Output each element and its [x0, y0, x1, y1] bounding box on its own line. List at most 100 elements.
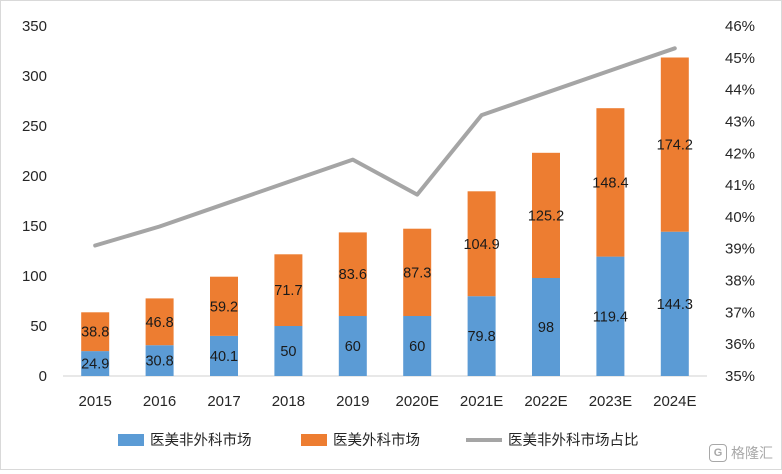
- data-label-nonsurgical: 98: [538, 320, 554, 336]
- data-label-nonsurgical: 119.4: [593, 309, 628, 325]
- bar-surgical: [210, 276, 238, 336]
- right-axis-tick-label: 46%: [725, 18, 755, 35]
- bar-surgical: [81, 312, 110, 352]
- right-axis-ticks: 35% 36% 37% 38% 39% 40% 41% 42% 43% 44% 45% 46%: [725, 18, 755, 385]
- bars-group: [81, 57, 689, 376]
- x-axis-tick-label: 2017: [207, 393, 240, 410]
- data-label-surgical: 148.4: [592, 175, 628, 191]
- data-label-nonsurgical: 40.1: [210, 349, 238, 365]
- left-axis-tick-label: 100: [22, 268, 47, 285]
- x-axis-tick-label: 2022E: [524, 393, 567, 410]
- data-label-nonsurgical: 60: [345, 339, 361, 355]
- line-share: [93, 46, 677, 248]
- watermark-text: 格隆汇: [731, 446, 773, 462]
- left-axis-tick-label: 300: [22, 68, 47, 85]
- bar-surgical: [596, 108, 625, 257]
- x-axis-tick-label: 2015: [79, 393, 112, 410]
- data-label-surgical: 87.3: [403, 265, 431, 281]
- line-point: [415, 193, 419, 197]
- right-axis-tick-label: 45%: [725, 50, 755, 67]
- x-axis-tick-label: 2018: [272, 393, 305, 410]
- legend-label: 医美外科市场: [333, 432, 420, 449]
- left-axis-tick-label: 350: [22, 18, 47, 35]
- share-line-group: [93, 46, 677, 248]
- right-axis-tick-label: 42%: [725, 145, 755, 162]
- right-axis-tick-label: 38%: [725, 273, 755, 290]
- data-label-surgical: 71.7: [274, 283, 302, 299]
- left-axis-tick-label: 50: [30, 318, 47, 335]
- bar-surgical: [660, 57, 689, 232]
- line-point: [93, 244, 97, 248]
- legend-swatch: [301, 434, 327, 446]
- x-axis-tick-label: 2023E: [589, 393, 632, 410]
- x-axis-ticks: 2015 2016 2017 2018 2019 2020E 2021E 2022E 2023E…: [79, 393, 697, 410]
- right-axis-tick-label: 37%: [725, 304, 755, 321]
- line-point: [351, 158, 355, 162]
- left-axis-tick-label: 0: [39, 368, 47, 385]
- data-label-nonsurgical: 60: [409, 339, 425, 355]
- right-axis-tick-label: 36%: [725, 336, 755, 353]
- data-label-nonsurgical: 79.8: [467, 329, 495, 345]
- line-point: [544, 91, 548, 95]
- data-label-nonsurgical: 144.3: [657, 297, 693, 313]
- data-label-surgical: 38.8: [81, 325, 109, 341]
- data-label-nonsurgical: 50: [280, 344, 296, 360]
- x-axis-tick-label: 2024E: [653, 393, 696, 410]
- bar-nonsurgical: [81, 351, 110, 376]
- bar-surgical: [403, 228, 432, 316]
- right-axis-tick-label: 39%: [725, 241, 755, 258]
- bar-surgical: [145, 298, 174, 346]
- data-label-surgical: 125.2: [528, 208, 564, 224]
- legend-swatch: [118, 434, 144, 446]
- legend-item-share: 医美非外科市场占比: [466, 432, 639, 449]
- bar-nonsurgical: [596, 256, 625, 376]
- data-label-surgical: 83.6: [339, 267, 367, 283]
- left-axis-tick-label: 200: [22, 168, 47, 185]
- line-point: [158, 224, 162, 228]
- bar-nonsurgical: [274, 326, 303, 376]
- data-label-nonsurgical: 24.9: [81, 357, 109, 373]
- data-label-surgical: 104.9: [463, 237, 499, 253]
- bar-nonsurgical: [467, 296, 496, 376]
- right-axis-tick-label: 41%: [725, 177, 755, 194]
- bar-surgical: [274, 254, 303, 326]
- line-point: [480, 113, 484, 117]
- data-label-surgical: 46.8: [145, 315, 173, 331]
- right-axis-tick-label: 43%: [725, 113, 755, 130]
- bar-nonsurgical: [145, 345, 174, 376]
- bar-surgical: [338, 232, 367, 316]
- left-axis-tick-label: 250: [22, 118, 47, 135]
- legend-item-nonsurgical: 医美非外科市场: [118, 432, 252, 449]
- bar-nonsurgical: [338, 316, 367, 376]
- x-axis-tick-label: 2020E: [396, 393, 439, 410]
- data-label-surgical: 174.2: [657, 138, 693, 154]
- right-axis-tick-label: 35%: [725, 368, 755, 385]
- legend-label: 医美非外科市场: [150, 432, 252, 449]
- x-axis-tick-label: 2016: [143, 393, 176, 410]
- left-axis-ticks: 0 50 100 150 200 250 300 350: [22, 18, 47, 385]
- line-point: [222, 202, 226, 206]
- data-labels-group: 24.9 38.8 30.8 46.8 40.1 59.2 50 71.7 60 83.6 60 87…: [81, 138, 693, 373]
- data-label-surgical: 59.2: [210, 299, 238, 315]
- right-axis-tick-label: 40%: [725, 209, 755, 226]
- legend-label: 医美非外科市场占比: [508, 432, 639, 449]
- x-axis-tick-label: 2019: [336, 393, 369, 410]
- watermark: G 格隆汇: [709, 443, 773, 463]
- watermark-logo-icon: G: [709, 444, 727, 462]
- left-axis-tick-label: 150: [22, 218, 47, 235]
- line-point: [286, 180, 290, 184]
- data-label-nonsurgical: 30.8: [145, 354, 173, 370]
- legend: 医美非外科市场 医美外科市场 医美非外科市场占比: [118, 432, 639, 449]
- line-point: [608, 69, 612, 73]
- bar-surgical: [532, 152, 560, 278]
- bar-nonsurgical: [660, 231, 689, 376]
- right-axis-tick-label: 44%: [725, 82, 755, 99]
- bar-nonsurgical: [210, 335, 238, 376]
- bar-nonsurgical: [403, 316, 432, 376]
- bar-surgical: [467, 191, 496, 297]
- line-point: [673, 46, 677, 50]
- x-axis-tick-label: 2021E: [460, 393, 503, 410]
- bar-nonsurgical: [532, 278, 560, 376]
